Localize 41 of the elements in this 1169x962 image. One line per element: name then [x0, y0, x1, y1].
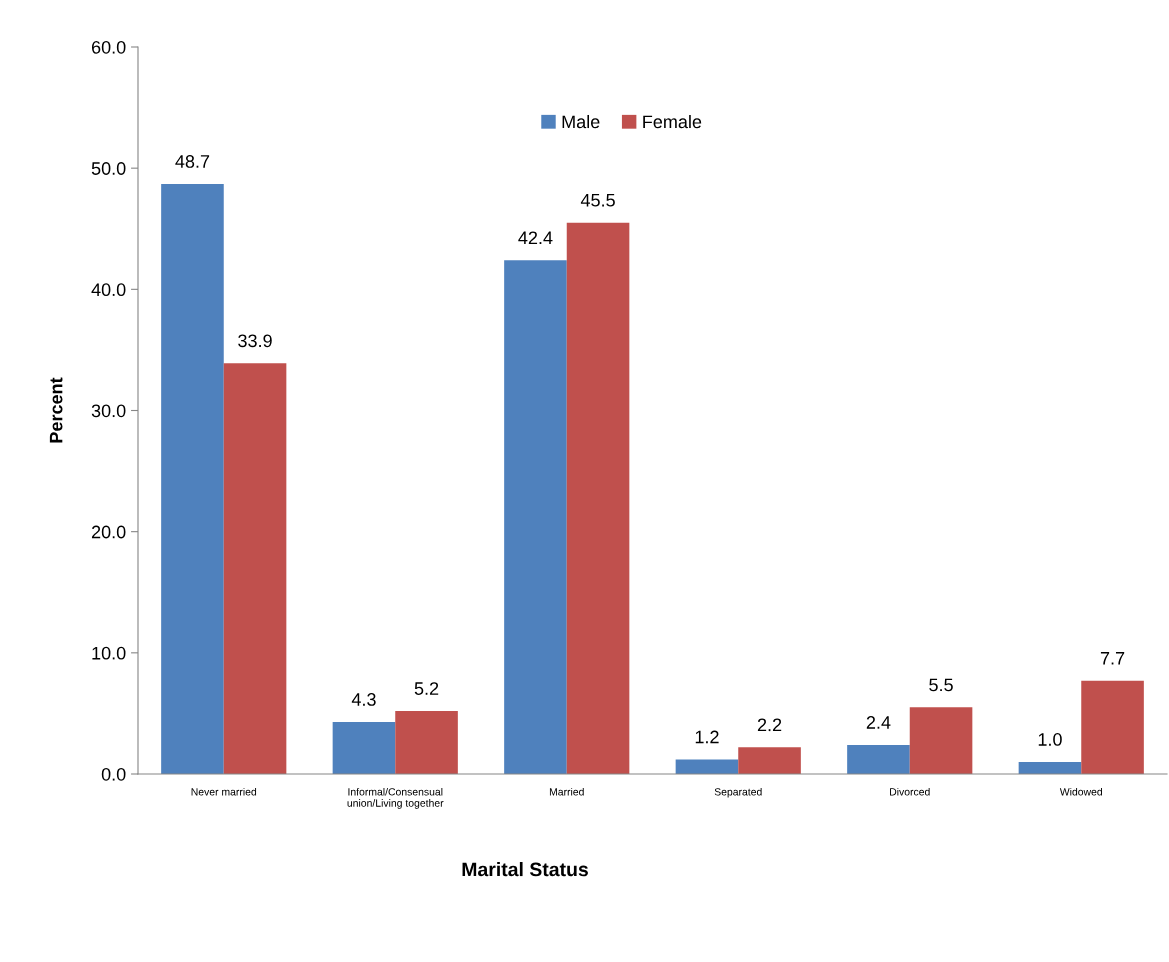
data-label: 33.9 [238, 334, 272, 348]
x-tick-label: Never married [191, 787, 257, 796]
data-label: 1.0 [1038, 733, 1062, 746]
x-axis-title: Marital Status [462, 862, 588, 877]
bar [332, 721, 396, 774]
bar [1018, 761, 1082, 774]
bar [1081, 680, 1144, 774]
data-label: 5.2 [414, 682, 439, 695]
data-label: 2.4 [866, 716, 891, 729]
data-label: 5.5 [929, 678, 953, 692]
bar [504, 260, 567, 774]
x-tick-label: Informal/Consensual union/Living together [347, 787, 444, 809]
x-tick-label: Divorced [890, 787, 930, 796]
bar [675, 759, 739, 774]
bar [909, 707, 973, 774]
x-tick-label: Widowed [1059, 787, 1102, 796]
legend-label: Female [643, 114, 702, 129]
bar [395, 710, 458, 774]
y-tick-label: 50.0 [91, 162, 126, 175]
bar [738, 747, 801, 774]
data-label: 45.5 [580, 194, 615, 207]
data-label: 42.4 [518, 231, 553, 245]
data-label: 2.2 [757, 718, 782, 732]
data-label: 4.3 [351, 693, 376, 706]
data-label: 1.2 [695, 730, 719, 744]
bar [566, 222, 630, 774]
y-tick-label: 10.0 [92, 646, 126, 660]
y-tick-label: 40.0 [91, 283, 126, 297]
bar [161, 183, 224, 774]
y-axis-title: Percent [49, 377, 63, 443]
legend-label: Male [562, 114, 600, 129]
y-tick-label: 20.0 [91, 525, 126, 539]
x-tick-label: Married [549, 787, 584, 796]
y-tick-label: 0.0 [101, 767, 126, 781]
y-tick-label: 30.0 [91, 404, 126, 418]
x-tick-label: Separated [714, 787, 762, 798]
data-label: 7.7 [1100, 652, 1125, 665]
bar [223, 363, 287, 774]
bar [847, 744, 910, 774]
y-tick-label: 60.0 [91, 40, 126, 54]
data-label: 48.7 [175, 155, 210, 168]
